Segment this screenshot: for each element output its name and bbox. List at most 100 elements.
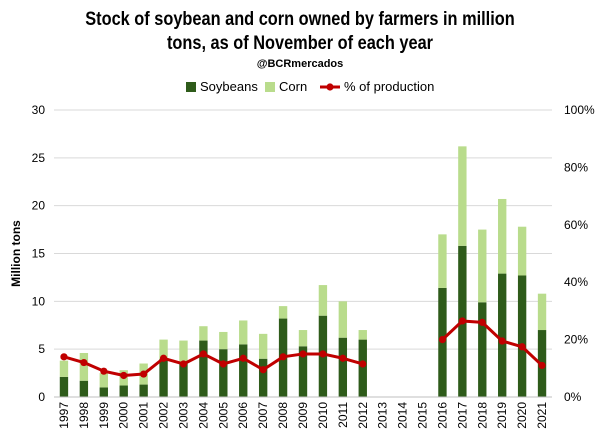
y-tick-label: 20: [32, 199, 46, 213]
bar-soybeans: [258, 358, 268, 397]
point-pct-production: [259, 366, 267, 374]
chart-title-line-2: tons, as of November of each year: [166, 33, 434, 54]
point-pct-production: [179, 360, 188, 368]
x-tick-label: 2002: [157, 402, 171, 429]
bar-soybeans: [358, 339, 367, 397]
x-tick-label: 1999: [97, 402, 111, 429]
bar-soybeans: [139, 384, 148, 397]
bar-corn: [517, 226, 527, 276]
bar-corn: [79, 352, 89, 381]
bar-corn: [99, 373, 108, 388]
point-pct-production: [60, 353, 68, 361]
bar-soybeans: [498, 273, 507, 397]
bar-soybeans: [159, 358, 168, 397]
bar-soybeans: [79, 380, 89, 397]
chart-title-line-1: Stock of soybean and corn owned by farme…: [85, 9, 515, 30]
bar-corn: [318, 285, 328, 316]
bar-soybeans: [338, 337, 348, 397]
x-tick-label: 2019: [495, 402, 509, 429]
bar-soybeans: [119, 385, 128, 397]
bar-soybeans: [239, 344, 248, 397]
x-tick-label: 2005: [216, 402, 230, 429]
x-tick-label: 2013: [376, 402, 390, 429]
bar-soybeans: [99, 387, 108, 397]
x-tick-label: 2001: [137, 402, 151, 429]
bar-corn: [278, 306, 288, 319]
y2-tick-label: 60%: [564, 218, 588, 232]
point-pct-production: [80, 358, 88, 367]
bar-corn: [537, 293, 547, 331]
bar-corn: [458, 146, 467, 246]
y-tick-label: 0: [38, 390, 45, 404]
point-pct-production: [120, 371, 128, 380]
point-pct-production: [359, 360, 367, 368]
bar-corn: [478, 229, 487, 303]
point-pct-production: [438, 336, 447, 344]
x-tick-label: 2021: [535, 402, 549, 429]
bar-corn: [219, 331, 228, 350]
legend-swatch-pct-marker: [326, 83, 334, 91]
y2-tick-label: 100%: [564, 103, 595, 117]
x-tick-label: 1997: [57, 402, 71, 429]
x-tick-label: 2006: [236, 402, 250, 429]
chart-subtitle: @BCRmercados: [256, 58, 344, 70]
point-pct-production: [279, 353, 287, 361]
y-tick-label: 30: [32, 103, 46, 117]
bar-soybeans: [219, 349, 228, 397]
x-tick-label: 2017: [455, 402, 469, 429]
x-tick-label: 2020: [515, 402, 529, 429]
point-pct-production: [239, 354, 247, 362]
x-tick-label: 2008: [276, 402, 290, 429]
legend-swatch-soybeans: [186, 82, 196, 92]
point-pct-production: [538, 361, 546, 370]
x-tick-label: 2009: [296, 402, 310, 429]
bar-corn: [338, 301, 348, 338]
y-tick-label: 10: [32, 294, 46, 308]
point-pct-production: [478, 318, 486, 326]
legend-swatch-corn: [265, 82, 275, 92]
y2-tick-label: 20%: [564, 333, 588, 347]
bar-corn: [438, 234, 447, 288]
point-pct-production: [319, 350, 327, 358]
bar-soybeans: [199, 340, 208, 397]
bar-corn: [179, 340, 188, 363]
bar-corn: [239, 320, 248, 345]
x-tick-label: 2003: [176, 402, 190, 429]
point-pct-production: [140, 370, 148, 378]
bar-corn: [358, 330, 367, 340]
bar-soybeans: [478, 302, 487, 397]
bar-corn: [59, 360, 69, 377]
point-pct-production: [498, 337, 506, 345]
bar-soybeans: [517, 275, 527, 397]
x-tick-label: 2018: [475, 402, 489, 429]
x-tick-label: 2010: [316, 402, 330, 429]
bar-corn: [159, 339, 168, 359]
point-pct-production: [219, 360, 227, 368]
chart-title-block: Stock of soybean and corn owned by farme…: [0, 8, 600, 70]
x-tick-label: 1998: [77, 402, 91, 429]
x-tick-label: 2015: [416, 402, 430, 429]
x-tick-label: 2011: [336, 402, 350, 428]
x-tick-label: 2014: [396, 402, 410, 429]
y2-tick-label: 0%: [564, 390, 582, 404]
legend-label-corn: Corn: [279, 79, 307, 94]
bar-corn: [199, 326, 208, 341]
y-axis-label: Million tons: [9, 220, 23, 287]
line-pct-production: [441, 319, 544, 367]
x-tick-label: 2007: [256, 402, 270, 429]
y-tick-label: 25: [32, 151, 46, 165]
bar-soybeans: [298, 346, 308, 397]
y-tick-label: 5: [38, 342, 45, 356]
point-pct-production: [339, 354, 347, 362]
point-pct-production: [159, 354, 168, 362]
x-tick-label: 2012: [356, 402, 370, 429]
bar-corn: [498, 198, 507, 274]
line-pct-production: [63, 352, 364, 377]
x-tick-label: 2004: [196, 402, 210, 429]
point-pct-production: [299, 350, 307, 358]
bar-soybeans: [179, 362, 188, 397]
y2-tick-label: 40%: [564, 275, 588, 289]
point-pct-production: [518, 343, 526, 351]
legend-label-soybeans: Soybeans: [200, 79, 258, 94]
